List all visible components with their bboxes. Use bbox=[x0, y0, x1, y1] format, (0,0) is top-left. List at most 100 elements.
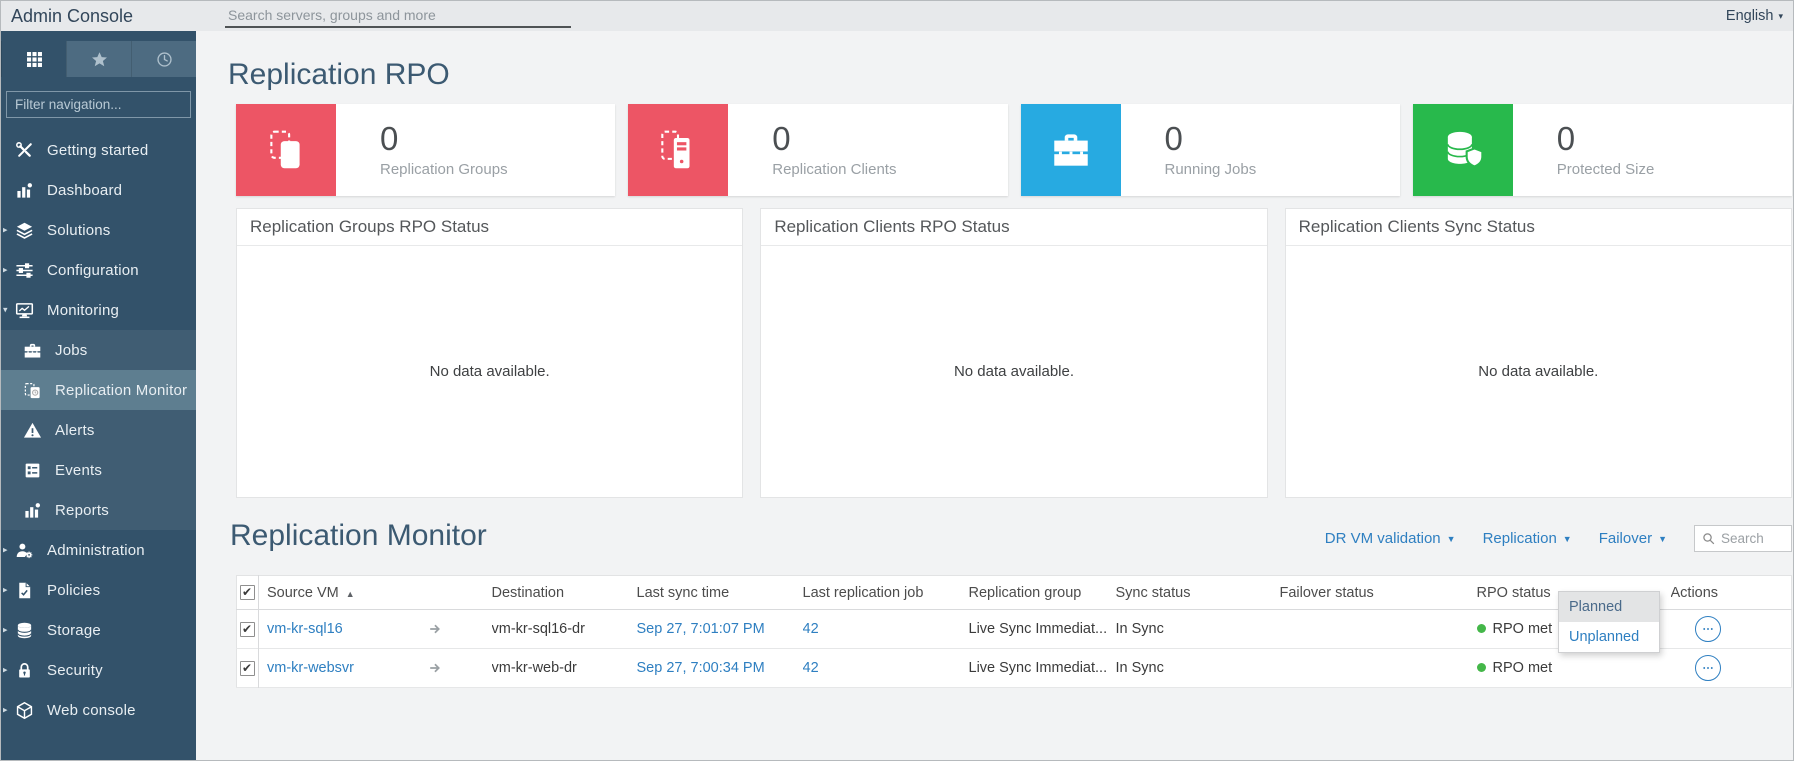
topbar: Admin Console English ▾ bbox=[1, 1, 1793, 31]
sidebar-tab[interactable] bbox=[66, 41, 131, 77]
expand-chevron-icon: ▸ bbox=[3, 544, 8, 555]
source-vm-link[interactable]: vm-kr-sql16 bbox=[267, 621, 343, 637]
filter-navigation-input[interactable] bbox=[6, 91, 191, 118]
table-search-input[interactable] bbox=[1721, 531, 1783, 546]
expand-chevron-icon: ▸ bbox=[3, 584, 8, 595]
column-last-replication-job[interactable]: Last replication job bbox=[802, 575, 969, 610]
sync-status-cell: In Sync bbox=[1115, 660, 1164, 676]
clock-icon bbox=[156, 51, 173, 68]
column-arrow bbox=[386, 575, 492, 610]
toolbar-menu-link[interactable]: Failover ▼ bbox=[1598, 530, 1667, 547]
column-last-sync-time[interactable]: Last sync time bbox=[636, 575, 803, 610]
running-jobs-icon bbox=[1048, 127, 1094, 173]
sidebar-menu: Getting started Dashboard ▸ Solutions bbox=[1, 130, 196, 730]
expand-chevron-icon: ▸ bbox=[3, 624, 8, 635]
no-data-text: No data available. bbox=[953, 363, 1075, 380]
sidebar-item-label: Reports bbox=[55, 501, 109, 519]
ellipsis-icon bbox=[1701, 661, 1715, 675]
sidebar-item-label: Administration bbox=[47, 541, 145, 559]
sidebar-item[interactable]: Replication Monitor bbox=[1, 370, 196, 410]
tools-icon bbox=[15, 141, 34, 160]
sidebar-item-label: Policies bbox=[47, 581, 101, 599]
sidebar-item[interactable]: Events bbox=[1, 450, 196, 490]
caret-down-icon: ▼ bbox=[1446, 533, 1456, 544]
storage-icon bbox=[15, 621, 34, 640]
sidebar-item-label: Replication Monitor bbox=[55, 381, 188, 399]
expand-chevron-icon: ▸ bbox=[3, 664, 8, 675]
dashboard-icon bbox=[15, 181, 34, 200]
sidebar-item[interactable]: ▸ Configuration bbox=[1, 250, 196, 290]
failover-dropdown-menu: Planned Unplanned bbox=[1558, 591, 1660, 653]
sidebar-tabs bbox=[1, 31, 196, 77]
destination-cell: vm-kr-web-dr bbox=[491, 660, 577, 676]
sidebar-item-label: Getting started bbox=[47, 141, 149, 159]
column-source-vm[interactable]: Source VM ▲ bbox=[258, 575, 387, 610]
dropdown-item[interactable]: Unplanned bbox=[1569, 629, 1640, 645]
source-vm-link[interactable]: vm-kr-websvr bbox=[267, 660, 354, 676]
stat-card[interactable]: 0 Replication Clients bbox=[628, 104, 1008, 196]
stat-label: Replication Groups bbox=[380, 160, 508, 178]
sidebar-item[interactable]: ▸ Storage bbox=[1, 610, 196, 650]
panel-title: Replication Clients RPO Status bbox=[761, 209, 1267, 246]
caret-down-icon: ▼ bbox=[1658, 533, 1667, 544]
sidebar-tab[interactable] bbox=[1, 41, 66, 77]
replication-group-cell: Live Sync Immediat... bbox=[968, 660, 1108, 676]
sidebar-item[interactable]: Getting started bbox=[1, 130, 196, 170]
sidebar-item[interactable]: ▾ Monitoring bbox=[1, 290, 196, 330]
stat-card[interactable]: 0 Protected Size bbox=[1412, 104, 1792, 196]
sidebar-item[interactable]: Reports bbox=[1, 490, 196, 530]
dropdown-item[interactable]: Planned bbox=[1559, 592, 1659, 622]
status-panel: Replication Groups RPO Status No data av… bbox=[236, 208, 744, 498]
table-row[interactable]: vm-kr-sql16 vm-kr-sql16-dr Sep 27, 7:01:… bbox=[236, 609, 1792, 649]
row-actions-button[interactable] bbox=[1694, 655, 1721, 681]
app-title: Admin Console bbox=[11, 5, 134, 26]
sidebar-item-label: Configuration bbox=[47, 261, 139, 279]
security-icon bbox=[15, 661, 34, 680]
expand-chevron-icon: ▸ bbox=[3, 704, 8, 715]
sidebar-item[interactable]: ▸ Policies bbox=[1, 570, 196, 610]
rpo-status-dot-icon bbox=[1476, 624, 1486, 634]
column-destination[interactable]: Destination bbox=[491, 575, 637, 610]
rpo-status-cell: RPO met bbox=[1492, 659, 1553, 676]
sidebar: Getting started Dashboard ▸ Solutions bbox=[1, 31, 196, 760]
column-sync-status[interactable]: Sync status bbox=[1115, 575, 1280, 610]
column-replication-group[interactable]: Replication group bbox=[968, 575, 1116, 610]
sidebar-item[interactable]: Alerts bbox=[1, 410, 196, 450]
last-replication-job-link[interactable]: 42 bbox=[802, 621, 819, 637]
column-failover-status[interactable]: Failover status bbox=[1279, 575, 1477, 610]
sidebar-item[interactable]: ▸ Security bbox=[1, 650, 196, 690]
last-sync-time-link[interactable]: Sep 27, 7:01:07 PM bbox=[636, 621, 765, 637]
page-title: Replication RPO bbox=[228, 58, 450, 91]
last-sync-time-link[interactable]: Sep 27, 7:00:34 PM bbox=[636, 660, 765, 676]
stat-label: Protected Size bbox=[1556, 160, 1655, 178]
sidebar-item[interactable]: ▸ Solutions bbox=[1, 210, 196, 250]
toolbar-menu-link[interactable]: DR VM validation ▼ bbox=[1324, 530, 1456, 547]
events-icon bbox=[23, 461, 42, 480]
rpo-status-cell: RPO met bbox=[1492, 620, 1553, 637]
replication-group-cell: Live Sync Immediat... bbox=[968, 621, 1108, 637]
select-all-checkbox[interactable] bbox=[240, 585, 255, 601]
sidebar-item[interactable]: Jobs bbox=[1, 330, 196, 370]
panel-title: Replication Clients Sync Status bbox=[1285, 209, 1791, 246]
toolbar-menu-link[interactable]: Replication ▼ bbox=[1482, 530, 1572, 547]
row-actions-button[interactable] bbox=[1694, 616, 1721, 642]
toolbar-links: DR VM validation ▼ Replication ▼ Failove… bbox=[1325, 530, 1667, 547]
protected-size-icon bbox=[1440, 127, 1486, 173]
language-selector[interactable]: English ▾ bbox=[1726, 8, 1783, 24]
sidebar-item[interactable]: ▸ Web console bbox=[1, 690, 196, 730]
global-search-input[interactable] bbox=[225, 4, 571, 28]
stat-card[interactable]: 0 Replication Groups bbox=[236, 104, 616, 196]
row-checkbox[interactable] bbox=[240, 621, 255, 637]
row-checkbox[interactable] bbox=[240, 660, 255, 676]
stat-value: 0 bbox=[1556, 120, 1576, 158]
global-search bbox=[225, 4, 571, 28]
sidebar-item[interactable]: ▸ Administration bbox=[1, 530, 196, 570]
sidebar-item[interactable]: Dashboard bbox=[1, 170, 196, 210]
table-row[interactable]: vm-kr-websvr vm-kr-web-dr Sep 27, 7:00:3… bbox=[236, 648, 1792, 688]
last-replication-job-link[interactable]: 42 bbox=[802, 660, 819, 676]
stat-card[interactable]: 0 Running Jobs bbox=[1020, 104, 1400, 196]
search-icon bbox=[1702, 532, 1715, 545]
sync-status-cell: In Sync bbox=[1115, 621, 1164, 637]
sidebar-tab[interactable] bbox=[131, 41, 196, 77]
